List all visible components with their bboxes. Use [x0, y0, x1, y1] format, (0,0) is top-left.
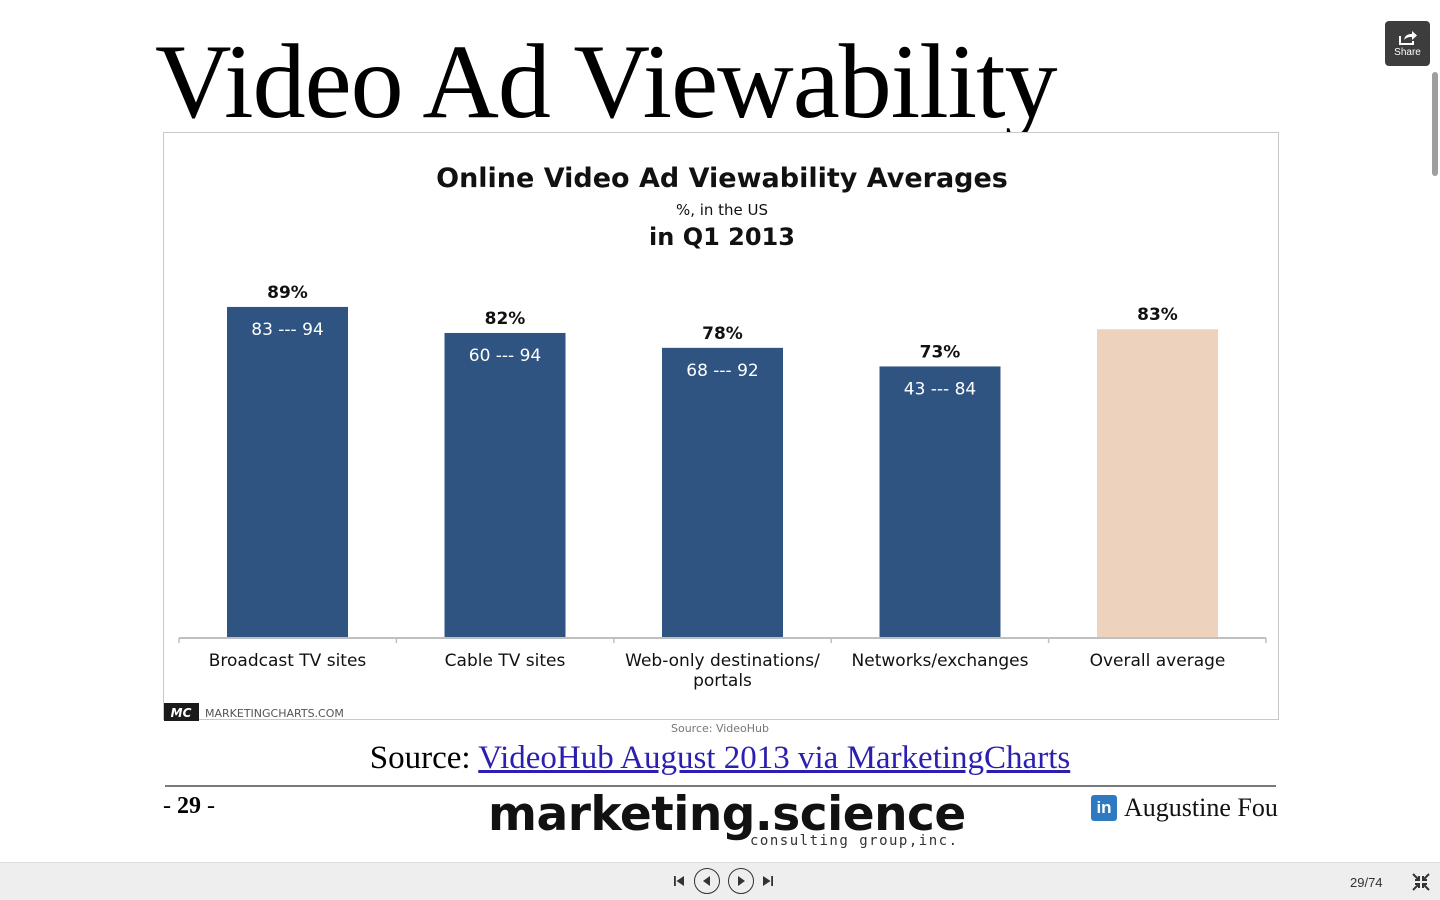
page-number: - 29 - [163, 793, 215, 820]
value-label: 73% [920, 342, 961, 362]
exit-fullscreen-icon [1412, 873, 1430, 891]
logo-sub-text: consulting group,inc. [750, 833, 959, 849]
range-label: 83 --- 94 [251, 320, 323, 340]
share-icon [1398, 31, 1417, 45]
last-page-icon [763, 876, 773, 886]
marketingcharts-brand: MARKETINGCHARTS.COM [205, 707, 344, 720]
bars-layer [227, 306, 1218, 638]
play-button[interactable] [728, 868, 754, 894]
bar [227, 306, 348, 638]
chart-source-note: Source: VideoHub [670, 722, 770, 735]
first-page-button[interactable] [671, 872, 687, 890]
prev-button[interactable] [694, 868, 720, 894]
slide-title: Video Ad Viewability [155, 23, 1058, 140]
labels-layer: 89% 83 --- 94 Broadcast TV sites 82% 60 --- … [209, 283, 1226, 691]
category-label: portals [693, 671, 752, 691]
range-label: 60 --- 94 [469, 346, 541, 366]
chart-title: Online Video Ad Viewability Averages [436, 163, 1008, 194]
marketingcharts-logo-text: MC [171, 706, 192, 720]
category-label: Broadcast TV sites [209, 651, 367, 671]
value-label: 78% [702, 324, 743, 344]
chart: Online Video Ad Viewability Averages %, … [163, 132, 1279, 721]
scrollbar-track[interactable] [1430, 70, 1440, 860]
value-label: 89% [267, 283, 308, 303]
page-number-prefix: - [163, 793, 177, 819]
bar [662, 347, 783, 638]
category-label: Web-only destinations/ [625, 651, 820, 671]
source-prefix: Source: [369, 740, 479, 776]
source-line: Source: VideoHub August 2013 via Marketi… [0, 740, 1440, 777]
bar [1097, 329, 1218, 638]
play-icon [738, 876, 745, 886]
first-page-icon [674, 876, 684, 886]
value-label: 83% [1137, 305, 1178, 325]
author-name: Augustine Fou [1124, 793, 1278, 822]
category-label: Cable TV sites [445, 651, 566, 671]
page-counter: 29/74 [1350, 875, 1383, 890]
category-label: Networks/exchanges [852, 651, 1029, 671]
player-controls: 29/74 [0, 862, 1440, 900]
x-axis [178, 637, 1267, 643]
author: in Augustine Fou [1091, 793, 1278, 823]
logo-main-text: marketing.science [488, 787, 966, 842]
bar [444, 332, 566, 638]
prev-icon [703, 876, 710, 886]
page-number-value: 29 [177, 793, 201, 819]
source-link[interactable]: VideoHub August 2013 via MarketingCharts [478, 740, 1071, 776]
range-label: 43 --- 84 [904, 379, 976, 399]
value-label: 82% [485, 309, 526, 329]
share-label: Share [1394, 47, 1421, 58]
chart-period: in Q1 2013 [649, 223, 795, 251]
last-page-button[interactable] [760, 872, 776, 890]
linkedin-icon[interactable]: in [1091, 795, 1117, 821]
category-label: Overall average [1090, 651, 1226, 671]
bar [879, 366, 1001, 638]
chart-svg: Online Video Ad Viewability Averages %, … [164, 163, 1267, 721]
footer-divider [165, 785, 1276, 787]
marketing-science-logo: marketing.science consulting group,inc. [488, 787, 966, 857]
marketingcharts-logo [164, 703, 199, 721]
scrollbar-thumb[interactable] [1432, 72, 1438, 176]
page-number-suffix: - [201, 793, 215, 819]
exit-fullscreen-button[interactable] [1410, 872, 1432, 892]
share-button[interactable]: Share [1385, 21, 1430, 66]
chart-subtitle: %, in the US [676, 201, 768, 219]
range-label: 68 --- 92 [686, 361, 758, 381]
